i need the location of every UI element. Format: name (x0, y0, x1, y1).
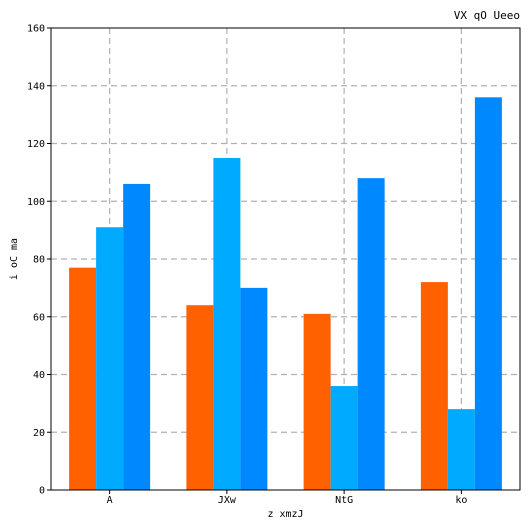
bar (330, 386, 358, 490)
y-tick-label: 20 (33, 428, 45, 439)
y-tick-label: 160 (27, 24, 45, 35)
bars (69, 97, 502, 491)
x-axis-ticks: A JXw NtG ko (107, 490, 467, 506)
bar (213, 157, 241, 490)
bar (474, 97, 502, 491)
y-tick-label: 140 (27, 81, 45, 92)
x-tick-label: ko (455, 495, 467, 506)
bar (123, 183, 151, 491)
bar (357, 178, 385, 490)
bar (69, 267, 97, 490)
chart-title: VX qO Ueeo (454, 9, 520, 22)
x-tick-label: A (107, 495, 113, 506)
bar (96, 227, 124, 491)
y-tick-label: 120 (27, 139, 45, 150)
y-axis-ticks: 0 20 40 60 80 100 120 140 160 (27, 24, 51, 497)
y-tick-label: 60 (33, 312, 45, 323)
x-axis-title: z xmzJ (267, 509, 303, 520)
bar (447, 409, 475, 490)
y-tick-label: 40 (33, 370, 45, 381)
y-tick-label: 0 (39, 486, 45, 497)
bar (186, 305, 214, 490)
x-tick-label: NtG (335, 495, 353, 506)
x-tick-label: JXw (218, 495, 237, 506)
y-tick-label: 80 (33, 255, 45, 266)
y-tick-label: 100 (27, 197, 45, 208)
bar (303, 313, 331, 490)
y-axis-title: i oC ma (9, 238, 20, 280)
bar (240, 287, 268, 490)
bar (420, 282, 448, 490)
